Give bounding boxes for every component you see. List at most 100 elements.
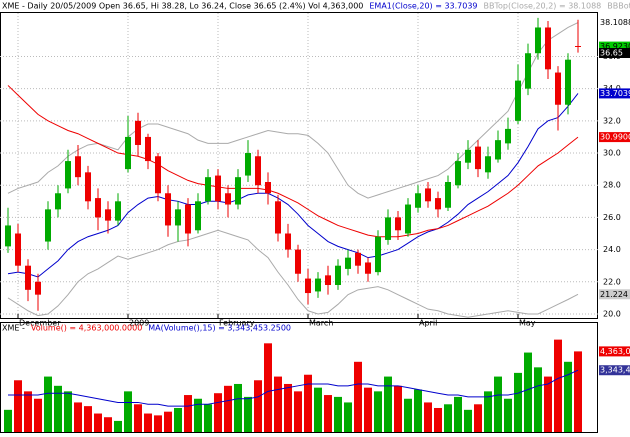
candle-body	[115, 201, 121, 221]
x-tick-label: March	[309, 319, 333, 328]
candle-body	[195, 201, 201, 231]
candle-body	[445, 181, 451, 208]
candle-body	[405, 204, 411, 234]
candle-body	[375, 236, 381, 273]
candle-body	[275, 201, 281, 234]
overlay-line	[7, 93, 579, 278]
candle-body	[355, 252, 361, 266]
y-tick-label: 22.0	[603, 277, 621, 286]
panel-title: XME -	[2, 324, 25, 333]
volume-bar	[174, 407, 182, 432]
volume-bar	[224, 385, 232, 432]
volume-bar	[254, 380, 262, 432]
candle-body	[515, 80, 521, 121]
x-tick-label: May	[519, 319, 536, 328]
candle-body	[55, 193, 61, 210]
volume-bar	[534, 367, 542, 432]
volume-bar	[144, 413, 152, 432]
candle-body	[125, 136, 131, 170]
candle-body	[65, 161, 71, 189]
volume-bar	[294, 391, 302, 432]
candle-body	[385, 217, 391, 240]
candle-body	[485, 156, 491, 173]
value-tag	[599, 132, 630, 143]
volume-bar	[54, 385, 62, 432]
volume-bar	[374, 391, 382, 432]
candle-body	[305, 278, 311, 294]
value-tag-label: 36.65	[600, 48, 623, 57]
volume-bar	[554, 339, 562, 432]
ma-line	[8, 369, 579, 407]
volume-bar	[204, 404, 212, 432]
volume-bar	[84, 406, 92, 432]
candle-body	[545, 27, 551, 70]
value-tag	[599, 289, 630, 300]
volume-bar	[304, 374, 312, 432]
value-tag	[599, 88, 630, 99]
value-tag	[599, 346, 630, 357]
x-tick-label: 2009	[129, 319, 149, 328]
volume-bar	[214, 393, 222, 432]
volume-bar	[564, 361, 572, 432]
volume-bar	[44, 376, 52, 432]
candle-body	[175, 209, 181, 226]
volume-bar	[344, 402, 352, 432]
candle-body	[255, 156, 261, 186]
candle-body	[425, 188, 431, 202]
volume-bar	[94, 413, 102, 432]
candle-body	[435, 198, 441, 210]
candle-body	[155, 156, 161, 194]
volume-bar	[124, 391, 132, 432]
candle-body	[225, 193, 231, 205]
candle-body	[215, 175, 221, 202]
candle-body	[345, 257, 351, 269]
candle-body	[525, 53, 531, 89]
volume-bar	[384, 376, 392, 432]
volume-bar	[394, 385, 402, 432]
overlay-line	[7, 22, 579, 199]
candle-body	[235, 177, 241, 205]
candle-body	[455, 161, 461, 186]
volume-bar	[514, 372, 522, 432]
volume-bar	[24, 391, 32, 432]
candle-body	[15, 233, 21, 266]
candle-body	[85, 172, 91, 202]
candle-body	[315, 278, 321, 292]
volume-bar	[14, 380, 22, 432]
y-tick-label: 30.0	[603, 149, 621, 158]
volume-bar	[244, 396, 252, 432]
value-tag-label: 38.1088	[600, 18, 630, 27]
candle-body	[105, 209, 111, 221]
candle-body	[295, 249, 301, 274]
volume-bar	[574, 351, 582, 432]
y-tick-label: 20.0	[603, 309, 621, 318]
volume-bar	[274, 376, 282, 432]
volume-bar	[64, 391, 72, 432]
volume-bar	[464, 409, 472, 432]
legend-entry: Volume() = 4,363,000.0000	[31, 324, 142, 333]
candle-body	[575, 45, 581, 47]
candle-body	[395, 217, 401, 231]
value-tag-label: 30.9900	[600, 133, 630, 142]
candle-body	[45, 209, 51, 242]
y-tick-label: 32.0	[603, 116, 621, 125]
candle-body	[565, 59, 571, 105]
candle-body	[495, 140, 501, 160]
value-tag	[599, 47, 630, 58]
candle-body	[25, 265, 31, 290]
candle-body	[535, 27, 541, 54]
candle-body	[35, 281, 41, 295]
volume-bar	[314, 387, 322, 432]
candle-body	[165, 193, 171, 226]
candle-body	[145, 136, 151, 162]
volume-panel-frame	[0, 322, 598, 433]
volume-bar	[154, 415, 162, 432]
volume-bar	[34, 398, 42, 432]
price-panel-frame	[0, 12, 598, 319]
candle-body	[285, 233, 291, 250]
value-tag-label: 4,363,000	[600, 347, 630, 356]
candle-body	[475, 146, 481, 170]
legend-entry: MA(Volume(),15) = 3,343,453.2500	[148, 324, 291, 333]
volume-bar	[474, 404, 482, 432]
